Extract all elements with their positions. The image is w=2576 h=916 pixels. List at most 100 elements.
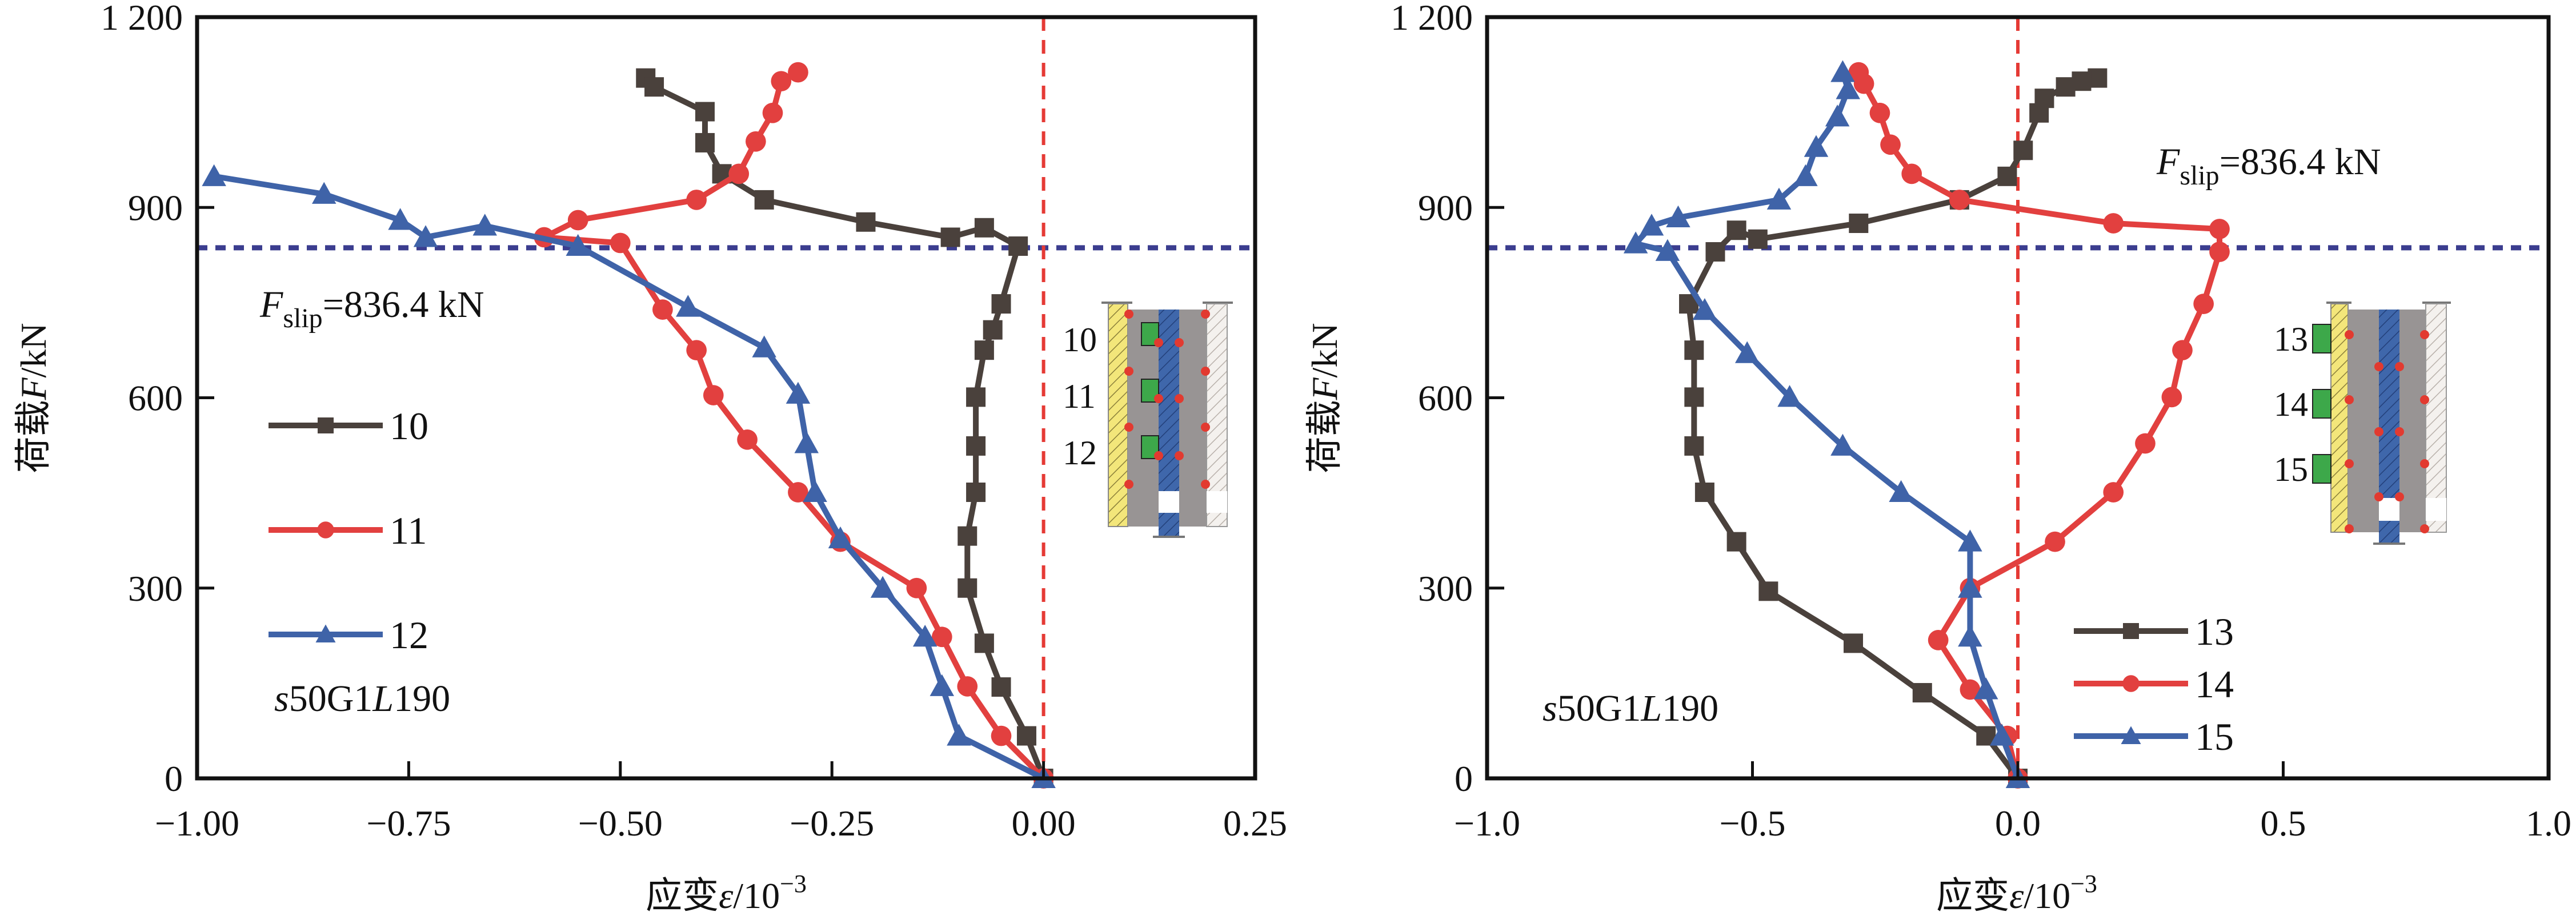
legend-label: 10 (390, 404, 428, 448)
data-point (413, 225, 438, 247)
inset-label-14: 14 (2274, 385, 2308, 423)
data-point (906, 577, 927, 598)
data-point (728, 163, 750, 184)
data-point (567, 210, 588, 231)
x-tick-label: 1.0 (2526, 803, 2571, 843)
data-point (1766, 187, 1792, 210)
inset-label-13: 13 (2274, 320, 2308, 358)
legend-item-13: 13 (2074, 610, 2234, 653)
strain-gauge-15 (2312, 454, 2331, 484)
data-point (1901, 163, 1922, 184)
inset-label-11: 11 (1063, 377, 1096, 415)
series-layer (1623, 60, 2230, 789)
data-point (752, 335, 776, 357)
data-point (1655, 239, 1680, 261)
specimen-schematic: 13 14 15 (2274, 302, 2451, 545)
axis-ticks (1487, 206, 2285, 778)
x-tick-label: −0.5 (1719, 803, 1785, 843)
series-13-line (1686, 75, 2098, 780)
data-point (566, 234, 590, 256)
data-point (1825, 105, 1850, 127)
steel-plate-right (2425, 303, 2447, 533)
data-point (1016, 726, 1036, 746)
data-point (1726, 220, 1746, 240)
y-tick-label: 900 (128, 187, 183, 228)
data-point (788, 482, 808, 503)
steel-bar-bottom (2379, 521, 2399, 544)
fslip-annotation: Fslip=836.4 kN (259, 284, 484, 334)
data-point (610, 232, 631, 254)
steel-plate-right (1206, 303, 1228, 527)
steel-plate-left (2330, 303, 2349, 533)
tick-labels: −1.0 −0.5 0.0 0.5 1.0 0 300 600 900 1 200 (1391, 0, 2571, 843)
legend-marker (2121, 726, 2141, 744)
steel-plate-left (1108, 303, 1128, 527)
data-point (1853, 73, 1874, 94)
fslip-annotation: Fslip=836.4 kN (2156, 141, 2381, 191)
specimen-label: s50G1L190 (274, 678, 450, 720)
series-10 (636, 68, 1053, 788)
x-tick-label: 0.25 (1223, 803, 1287, 843)
data-point (686, 340, 707, 361)
legend-label: 14 (2195, 662, 2234, 706)
data-point (2172, 340, 2193, 361)
data-point (1726, 532, 1746, 552)
data-point (746, 131, 766, 152)
data-point (686, 190, 707, 210)
x-tick-label: −1.00 (155, 803, 239, 843)
strain-gauge-13 (2312, 324, 2331, 353)
y-tick-label: 0 (1455, 758, 1473, 799)
x-tick-label: 0.00 (1012, 803, 1076, 843)
data-point (856, 212, 876, 232)
data-point (991, 677, 1011, 697)
void-region (1159, 491, 1179, 513)
data-point (1949, 190, 1970, 210)
data-point (803, 480, 827, 503)
series-11-line (541, 70, 1046, 781)
axis-ticks (197, 206, 1045, 778)
legend-label: 12 (390, 613, 428, 657)
data-point (828, 526, 853, 549)
data-point (930, 674, 955, 696)
legend-item-10: 10 (269, 404, 428, 448)
data-point (703, 385, 724, 405)
y-tick-label: 1 200 (101, 0, 183, 38)
data-point (1830, 60, 1855, 82)
legend-label: 13 (2195, 610, 2234, 653)
data-point (652, 299, 673, 320)
data-point (1748, 229, 1768, 249)
inset-label-10: 10 (1063, 321, 1097, 359)
data-point (1623, 231, 1648, 254)
legend-marker (315, 624, 336, 642)
strain-gauge-14 (2312, 389, 2331, 419)
data-point (311, 182, 336, 204)
data-point (1830, 433, 1855, 456)
data-point (472, 214, 497, 236)
y-tick-label: 300 (1418, 568, 1473, 609)
data-point (1684, 436, 1704, 456)
void-region (2379, 498, 2399, 521)
legend-marker (2123, 623, 2139, 639)
data-point (1793, 164, 1818, 186)
data-point (1684, 340, 1704, 360)
bolt-markers (2345, 330, 2429, 533)
data-point (983, 320, 1003, 340)
data-point (912, 625, 938, 647)
data-point (1958, 529, 1982, 552)
data-point (991, 294, 1011, 314)
series-14 (1848, 62, 2230, 789)
data-point (974, 340, 994, 360)
data-point (870, 576, 895, 598)
data-point (1758, 581, 1778, 601)
data-point (794, 431, 819, 453)
y-tick-label: 1 200 (1391, 0, 1473, 38)
data-point (2056, 77, 2076, 97)
tick-labels: −1.00 −0.75 −0.50 −0.25 0.00 0.25 0 300 600 900 1 … (101, 0, 1287, 843)
x-tick-label: −0.25 (790, 803, 874, 843)
data-point (958, 526, 977, 546)
data-point (695, 102, 715, 122)
y-tick-label: 0 (165, 758, 183, 799)
data-point (1804, 135, 1829, 157)
data-point (1734, 341, 1760, 363)
series-13 (1679, 68, 2108, 788)
